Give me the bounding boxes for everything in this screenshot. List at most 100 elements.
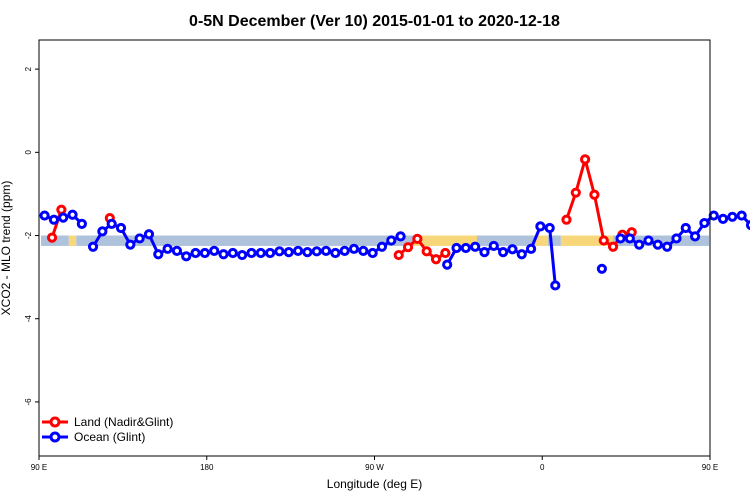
data-point-ocean <box>717 213 729 224</box>
data-point-ocean <box>227 247 238 259</box>
data-point-ocean <box>442 259 453 270</box>
data-point-ocean <box>596 263 607 274</box>
data-point-land <box>393 249 404 261</box>
data-point-land <box>607 241 619 252</box>
data-point-ocean <box>662 241 673 252</box>
data-point-ocean <box>615 233 626 244</box>
data-point-land <box>589 189 600 200</box>
data-point-ocean <box>143 229 155 240</box>
data-point-ocean <box>246 247 257 259</box>
data-point-ocean <box>451 242 462 254</box>
data-point-ocean <box>376 241 388 252</box>
data-point-land <box>440 247 451 259</box>
legend-land-label: Land (Nadir&Glint) <box>74 415 173 429</box>
data-point-land <box>561 214 572 225</box>
data-point-ocean <box>736 210 747 221</box>
data-point-land <box>570 187 581 198</box>
data-point-land <box>56 204 67 215</box>
legend-ocean-marker <box>49 431 61 443</box>
data-point-ocean <box>48 214 60 225</box>
band-segment-land <box>560 235 614 246</box>
data-point-ocean <box>689 231 701 242</box>
data-point-ocean <box>339 245 350 257</box>
data-point-ocean <box>535 221 546 232</box>
data-point-ocean <box>708 210 719 221</box>
y-axis-label: XCO2 - MLO trend (ppm) <box>0 181 13 316</box>
data-point-ocean <box>498 247 509 258</box>
data-point-ocean <box>311 246 322 257</box>
data-point-ocean <box>265 247 276 259</box>
data-point-ocean <box>671 233 682 244</box>
data-point-ocean <box>330 247 341 259</box>
data-point-ocean <box>643 235 654 246</box>
data-point-land <box>421 246 432 257</box>
x-axis-label: Longitude (deg E) <box>327 477 422 491</box>
band-segment-ocean <box>547 235 561 246</box>
x-tick-label: 90 E <box>31 463 47 472</box>
data-point-ocean <box>652 239 663 250</box>
data-point-ocean <box>320 245 332 257</box>
y-tick-label: -2 <box>24 231 33 239</box>
data-point-ocean <box>190 247 201 259</box>
data-point-ocean <box>624 233 635 244</box>
data-point-ocean <box>115 222 127 234</box>
x-tick-label: 90 E <box>702 463 718 472</box>
data-point-land <box>46 232 58 243</box>
data-point-ocean <box>255 247 266 259</box>
data-point-ocean <box>479 247 490 258</box>
legend-item-ocean: Ocean (Glint) <box>42 430 145 444</box>
data-point-ocean <box>181 251 192 262</box>
legend: Land (Nadir&Glint) Ocean (Glint) <box>42 415 173 444</box>
data-point-ocean <box>367 247 378 259</box>
data-point-ocean <box>507 244 518 255</box>
data-point-ocean <box>106 218 117 229</box>
data-point-land <box>430 254 442 265</box>
legend-item-land: Land (Nadir&Glint) <box>42 415 173 429</box>
data-point-ocean <box>395 231 406 242</box>
data-point-ocean <box>125 239 136 250</box>
data-point-ocean <box>218 249 229 260</box>
data-point-land <box>598 235 609 246</box>
x-tick-label: 90 W <box>365 463 384 472</box>
data-point-ocean <box>97 226 108 237</box>
data-point-land <box>412 233 423 244</box>
legend-land-marker <box>49 416 61 428</box>
data-point-ocean <box>302 247 313 258</box>
data-point-ocean <box>283 247 294 258</box>
data-point-ocean <box>39 210 50 221</box>
data-point-ocean <box>680 222 691 234</box>
y-tick-label: -6 <box>24 398 33 406</box>
data-point-ocean <box>550 280 561 291</box>
y-tick-label: -4 <box>24 315 33 323</box>
data-point-ocean <box>470 241 481 252</box>
y-tick-label: 2 <box>24 66 33 71</box>
data-point-ocean <box>171 245 183 257</box>
data-point-ocean <box>727 211 738 222</box>
data-point-ocean <box>358 245 369 257</box>
data-point-ocean <box>292 245 304 257</box>
data-point-ocean <box>348 243 360 254</box>
data-point-ocean <box>274 246 285 257</box>
data-point-ocean <box>634 239 645 250</box>
series-layer <box>39 154 750 291</box>
data-point-land <box>402 242 414 253</box>
data-point-ocean <box>237 249 248 261</box>
data-point-ocean <box>544 222 555 234</box>
legend-ocean-label: Ocean (Glint) <box>74 430 145 444</box>
band-segment-ocean <box>76 235 414 246</box>
data-point-ocean <box>460 242 471 254</box>
data-point-land <box>580 154 591 165</box>
x-axis: 90 E 180 90 W 0 90 E <box>31 456 718 472</box>
data-point-ocean <box>199 247 210 259</box>
band-segment-land <box>534 235 548 246</box>
data-point-ocean <box>153 249 164 260</box>
band-segment-land <box>68 235 77 246</box>
band-segment-ocean <box>477 235 535 246</box>
data-point-ocean <box>516 249 527 260</box>
data-point-ocean <box>134 233 145 244</box>
band-segment-land <box>413 235 478 246</box>
data-point-ocean <box>209 245 220 257</box>
band-segment-ocean <box>613 235 709 246</box>
x-tick-label: 0 <box>540 463 545 472</box>
